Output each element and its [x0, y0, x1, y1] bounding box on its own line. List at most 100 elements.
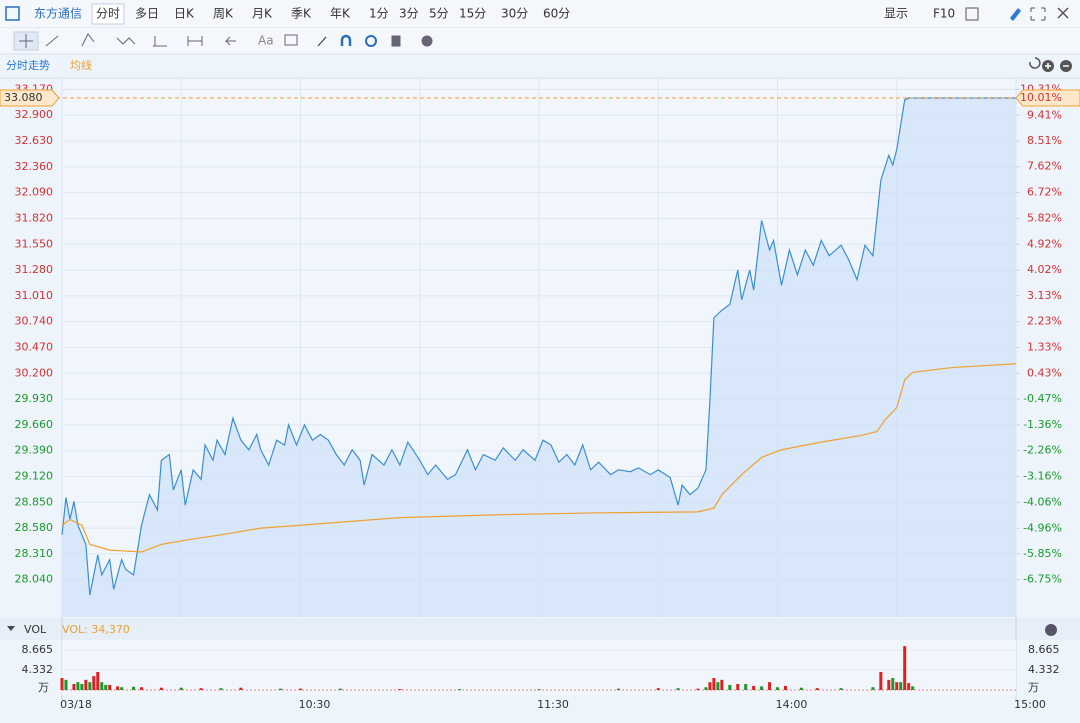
vol-close[interactable]: [1045, 624, 1057, 636]
y-tick-label: 30.470: [15, 340, 54, 353]
y-tick-label: 4.332: [22, 663, 54, 676]
tool-note[interactable]: [284, 34, 298, 46]
vol-bar: [64, 679, 68, 690]
tool-line[interactable]: [45, 35, 59, 47]
tool-pencil[interactable]: [317, 36, 327, 47]
x-tick-label: 03/18: [60, 698, 92, 711]
period-tab[interactable]: 5分: [429, 7, 449, 21]
period-tab[interactable]: 1分: [369, 7, 389, 21]
y2-tick-label: -1.36%: [1023, 418, 1062, 431]
vol-bar: [815, 688, 819, 690]
y-tick-label: 28.580: [15, 521, 54, 534]
ref-label: 33.080: [4, 91, 43, 104]
y-tick-label: 32.090: [15, 186, 54, 199]
period-tab[interactable]: 3分: [399, 7, 419, 21]
vol-bar: [132, 686, 136, 690]
vol-bar: [768, 682, 772, 690]
text-tool[interactable]: Aa: [258, 34, 274, 48]
sidebar-icon[interactable]: [5, 6, 20, 21]
vol-bar: [895, 682, 899, 690]
tool-arrow[interactable]: [224, 36, 236, 46]
y2-tick-label: 4.92%: [1027, 237, 1062, 250]
tool-ray[interactable]: [81, 33, 95, 47]
vol-bar: [799, 687, 803, 690]
vol-bar: [712, 678, 716, 690]
period-tab[interactable]: 季K: [291, 7, 312, 21]
y-tick-label: 31.550: [15, 237, 54, 250]
tool-move[interactable]: [19, 34, 33, 48]
y-tick-label: 30.200: [15, 366, 54, 379]
y2-tick-label: -5.85%: [1023, 547, 1062, 560]
tool-wave[interactable]: [116, 37, 136, 45]
y2-tick-label: 4.332: [1028, 663, 1060, 676]
period-tab[interactable]: 60分: [543, 7, 570, 21]
y2-tick-label: 0.43%: [1027, 366, 1062, 379]
vol-bar: [458, 689, 461, 690]
y2-tick-label: 6.72%: [1027, 186, 1062, 199]
vol-bg: [62, 640, 1016, 695]
zoom-signs: [1045, 63, 1069, 69]
tool-fib[interactable]: [153, 36, 167, 47]
vol-title: VOL: [24, 623, 47, 636]
average-line: [61, 363, 1017, 553]
vol-bar: [60, 678, 64, 690]
y2-tick-label: 1.33%: [1027, 340, 1062, 353]
y2-tick-label: -3.16%: [1023, 470, 1062, 483]
vol-bar: [752, 685, 756, 690]
period-tab[interactable]: 多日: [135, 7, 159, 21]
period-tab[interactable]: 周K: [213, 7, 234, 21]
ref-label-box: [1015, 89, 1080, 107]
vol-bar: [239, 687, 243, 690]
vol-bar: [338, 688, 342, 690]
tool-delete[interactable]: [391, 35, 401, 47]
fullscreen-icon[interactable]: [1030, 7, 1046, 21]
vol-bar: [108, 684, 112, 690]
period-tab[interactable]: 月K: [252, 7, 273, 21]
tool-magnet[interactable]: [340, 34, 352, 46]
vol-bar: [100, 682, 104, 690]
unit-label: 万: [38, 681, 49, 694]
tool-measure[interactable]: [187, 36, 203, 46]
tab-average[interactable]: 均线: [70, 58, 92, 72]
vol-bar: [676, 688, 680, 690]
y-tick-label: 29.390: [15, 444, 54, 457]
vol-bar: [92, 676, 96, 690]
close-icon[interactable]: [1057, 7, 1069, 19]
y-tick-label: 8.665: [22, 643, 54, 656]
stock-name[interactable]: 东方通信: [34, 6, 82, 21]
reset-icon[interactable]: [1029, 57, 1041, 69]
period-tab[interactable]: 分时: [96, 7, 120, 21]
pen-icon[interactable]: [1010, 8, 1021, 21]
x-tick-label: 10:30: [299, 698, 331, 711]
y2-tick-label: 9.41%: [1027, 108, 1062, 121]
tool-eye[interactable]: [365, 35, 377, 47]
tab-intraday[interactable]: 分时走势: [6, 59, 50, 72]
y-tick-label: 28.040: [15, 573, 54, 586]
f10-button[interactable]: F10: [933, 7, 955, 21]
price-line: [61, 97, 1016, 596]
y-tick-label: 31.820: [15, 211, 54, 224]
period-tab[interactable]: 15分: [459, 7, 486, 21]
x-tick-label: 14:00: [776, 698, 808, 711]
vol-bar: [776, 687, 779, 690]
vol-bar: [76, 682, 80, 690]
y2-tick-label: -2.26%: [1023, 444, 1062, 457]
vol-bar: [537, 689, 541, 690]
period-tab[interactable]: 30分: [501, 7, 528, 21]
vol-bar: [760, 686, 764, 690]
vol-bar: [720, 679, 724, 690]
toolbar-bg: [0, 0, 1080, 28]
vol-bar: [903, 646, 907, 690]
period-tab[interactable]: 年K: [330, 7, 351, 21]
vol-bar: [728, 684, 732, 690]
period-tab[interactable]: 日K: [174, 7, 195, 21]
vol-bar: [907, 683, 911, 690]
tool-toggle[interactable]: [421, 35, 433, 47]
display-menu[interactable]: 显示: [884, 7, 908, 21]
y2-tick-label: 4.02%: [1027, 263, 1062, 276]
collapse-icon[interactable]: [7, 626, 15, 631]
vol-bar: [899, 682, 903, 690]
box-icon[interactable]: [965, 7, 979, 21]
vol-bar: [84, 679, 88, 690]
